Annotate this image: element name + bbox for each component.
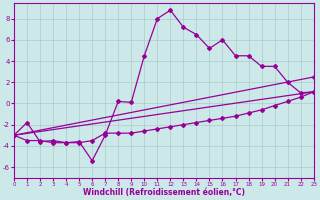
X-axis label: Windchill (Refroidissement éolien,°C): Windchill (Refroidissement éolien,°C) xyxy=(83,188,245,197)
